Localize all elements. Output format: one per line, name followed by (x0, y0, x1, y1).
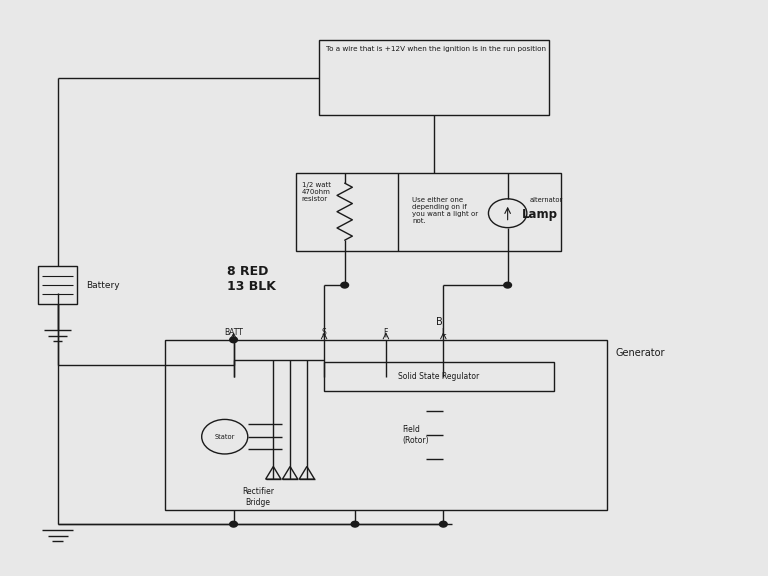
Bar (324, 362, 554, 391)
Circle shape (351, 521, 359, 527)
Circle shape (230, 337, 237, 343)
Text: Generator: Generator (616, 348, 665, 358)
Text: 1/2 watt
470ohm
resistor: 1/2 watt 470ohm resistor (302, 182, 331, 202)
Text: alternator: alternator (529, 197, 562, 203)
Circle shape (504, 282, 511, 288)
Text: S: S (322, 328, 326, 337)
Text: BATT: BATT (224, 328, 243, 337)
Text: Battery: Battery (86, 281, 120, 290)
Text: Field
(Rotor): Field (Rotor) (402, 425, 429, 445)
Text: B: B (436, 317, 443, 327)
Text: Rectifier
Bridge: Rectifier Bridge (242, 487, 274, 507)
Bar (165, 340, 607, 510)
Text: Use either one
depending on if
you want a light or
not.: Use either one depending on if you want … (412, 196, 478, 223)
Bar (38, 266, 77, 304)
Text: F: F (384, 328, 388, 337)
Circle shape (439, 521, 447, 527)
Text: L: L (441, 328, 445, 337)
Circle shape (341, 282, 349, 288)
Text: 8 RED
13 BLK: 8 RED 13 BLK (227, 266, 276, 293)
Text: Stator: Stator (214, 434, 235, 439)
Text: To a wire that is +12V when the ignition is in the run position: To a wire that is +12V when the ignition… (326, 46, 546, 52)
Bar (296, 173, 561, 251)
Bar (319, 40, 549, 115)
Text: Solid State Regulator: Solid State Regulator (399, 372, 479, 381)
Text: Lamp: Lamp (521, 208, 558, 221)
Circle shape (230, 521, 237, 527)
